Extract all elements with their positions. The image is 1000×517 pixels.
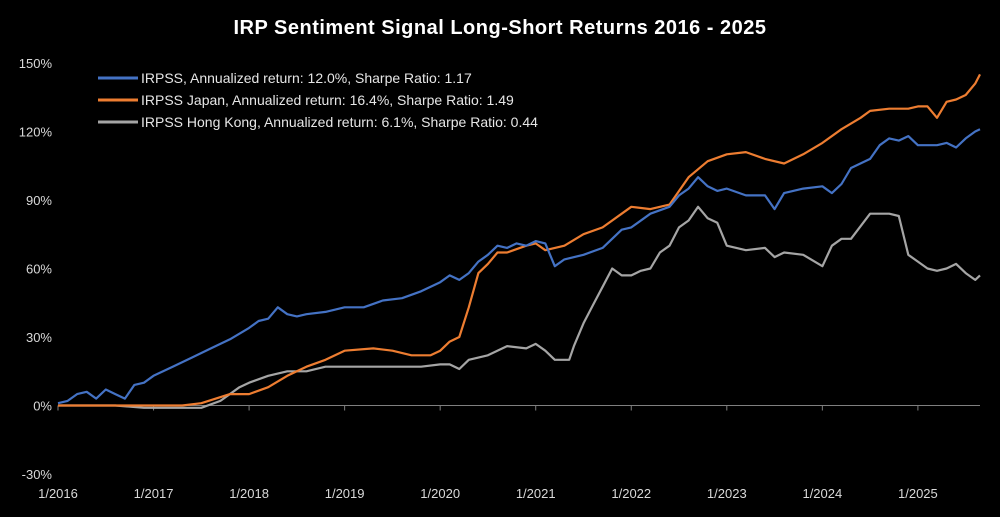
x-tick-label: 1/2018	[229, 486, 269, 501]
chart-title: IRP Sentiment Signal Long-Short Returns …	[233, 17, 766, 39]
series-layer	[57, 73, 981, 409]
series-line-0	[57, 128, 981, 405]
x-tick-label: 1/2016	[38, 486, 78, 501]
y-tick-label: 0%	[33, 399, 52, 414]
x-tick-label: 1/2022	[611, 486, 651, 501]
x-tick-label: 1/2024	[802, 486, 842, 501]
legend-label: IRPSS Japan, Annualized return: 16.4%, S…	[141, 92, 514, 108]
legend-label: IRPSS Hong Kong, Annualized return: 6.1%…	[141, 114, 538, 130]
y-tick-label: 60%	[26, 262, 52, 277]
series-line-1	[58, 73, 981, 407]
x-tick-label: 1/2021	[516, 486, 556, 501]
series-line-2	[58, 205, 981, 409]
y-tick-label: 150%	[19, 56, 53, 71]
axis-layer: -30% 0% 30% 60% 90% 120% 150% 1/2016 1/2017 1/201…	[19, 56, 980, 501]
y-tick-label: 120%	[19, 125, 53, 140]
y-tick-label: 30%	[26, 330, 52, 345]
x-tick-label: 1/2023	[707, 486, 747, 501]
y-tick-label: 90%	[26, 193, 52, 208]
x-tick-label: 1/2017	[134, 486, 174, 501]
y-tick-label: -30%	[22, 467, 53, 482]
x-tick-label: 1/2025	[898, 486, 938, 501]
x-tick-label: 1/2019	[325, 486, 365, 501]
x-tick-label: 1/2020	[420, 486, 460, 501]
legend: IRPSS, Annualized return: 12.0%, Sharpe …	[98, 70, 538, 130]
legend-label: IRPSS, Annualized return: 12.0%, Sharpe …	[141, 70, 472, 86]
